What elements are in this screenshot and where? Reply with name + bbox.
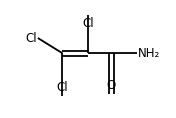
- Text: O: O: [107, 79, 116, 92]
- Text: Cl: Cl: [25, 32, 37, 44]
- Text: Cl: Cl: [82, 17, 94, 30]
- Text: Cl: Cl: [56, 81, 68, 94]
- Text: NH₂: NH₂: [138, 47, 160, 60]
